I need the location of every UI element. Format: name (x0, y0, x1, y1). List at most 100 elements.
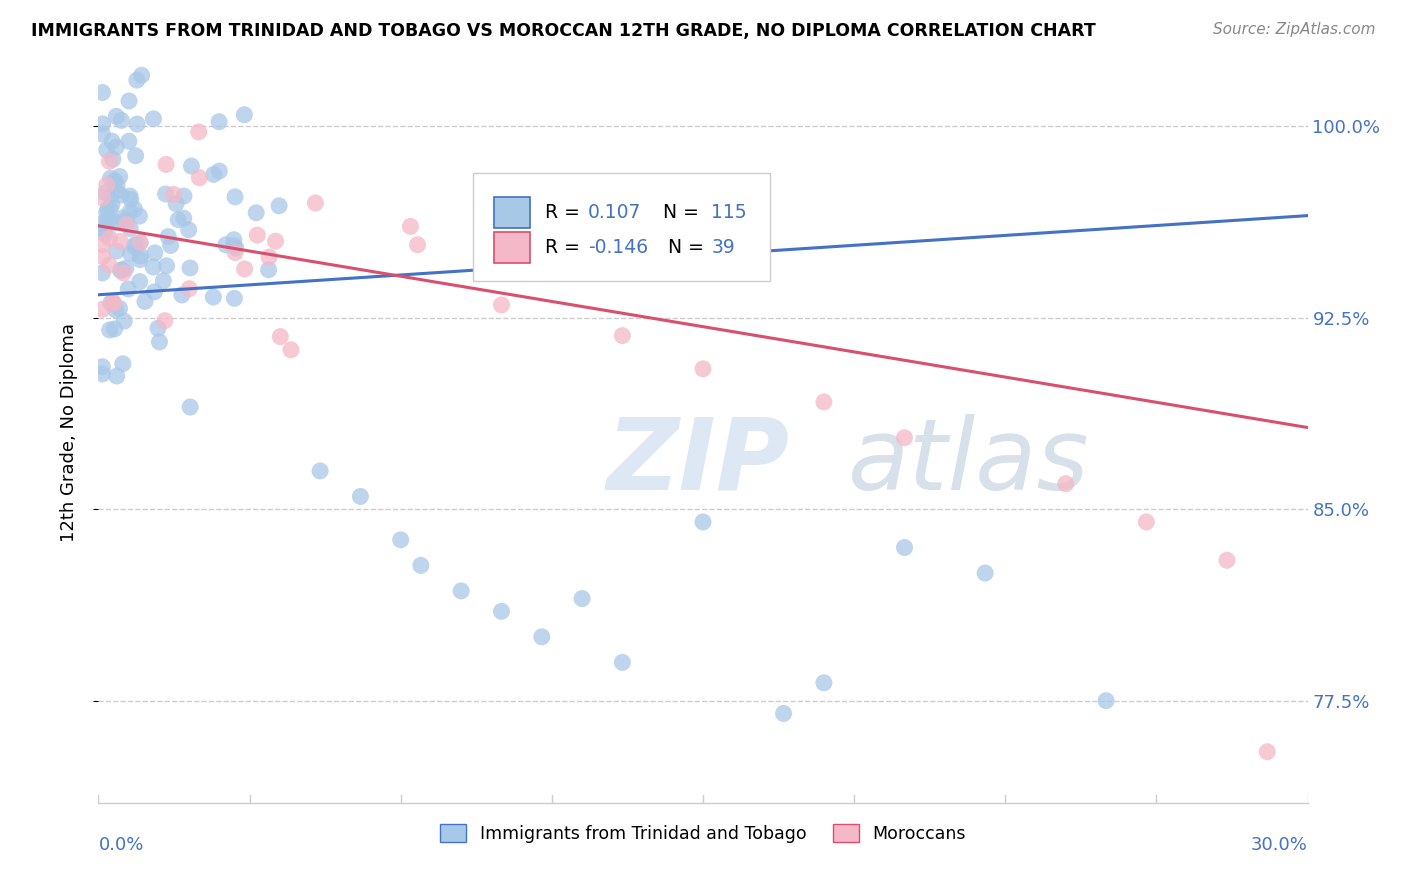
Point (155, 259, 177, 273)
FancyBboxPatch shape (474, 173, 769, 281)
Point (100, 189, 122, 203)
Point (108, 235, 131, 249)
Point (105, 178, 128, 193)
Point (112, 314, 135, 328)
Point (188, 170, 211, 185)
Point (104, 173, 127, 187)
Point (269, 199, 291, 213)
Point (893, 541, 915, 555)
Point (101, 134, 124, 148)
Point (224, 190, 246, 204)
Point (105, 140, 128, 154)
Text: N =: N = (668, 238, 710, 257)
Point (233, 108, 256, 122)
Point (813, 395, 835, 409)
Point (105, 109, 128, 123)
Text: IMMIGRANTS FROM TRINIDAD AND TOBAGO VS MOROCCAN 12TH GRADE, NO DIPLOMA CORRELATI: IMMIGRANTS FROM TRINIDAD AND TOBAGO VS M… (31, 22, 1095, 40)
Y-axis label: 12th Grade, No Diploma: 12th Grade, No Diploma (59, 323, 77, 542)
Point (105, 244, 128, 258)
Point (112, 214, 135, 228)
Point (115, 218, 138, 232)
Point (110, 263, 132, 277)
Point (103, 322, 125, 336)
Point (491, 298, 513, 312)
Point (893, 431, 915, 445)
Point (167, 212, 190, 227)
Point (91, 237, 114, 252)
Point (233, 262, 256, 277)
Point (406, 237, 429, 252)
Point (1135, 515, 1157, 529)
Point (245, 206, 267, 220)
Point (450, 583, 472, 598)
Point (96, 205, 118, 219)
Point (280, 343, 302, 357)
Legend: Immigrants from Trinidad and Tobago, Moroccans: Immigrants from Trinidad and Tobago, Mor… (433, 817, 973, 850)
Point (91, 86, 114, 100)
Point (105, 216, 128, 230)
Point (128, 209, 150, 223)
Point (571, 591, 593, 606)
Point (94, 186, 117, 200)
Point (103, 296, 125, 310)
Point (179, 282, 201, 296)
Text: 115: 115 (711, 203, 747, 222)
Point (202, 290, 225, 304)
Text: 30.0%: 30.0% (1251, 836, 1308, 855)
Point (399, 219, 422, 234)
Text: ZIP: ZIP (606, 414, 789, 511)
Point (142, 112, 165, 126)
Point (91, 359, 114, 374)
Point (152, 274, 174, 288)
Point (110, 113, 132, 128)
Point (105, 369, 128, 384)
Point (118, 189, 141, 203)
Point (111, 263, 134, 277)
Point (179, 400, 201, 414)
Text: R =: R = (544, 203, 585, 222)
Point (91, 266, 114, 280)
Point (187, 125, 209, 139)
Point (134, 294, 156, 309)
Point (692, 361, 714, 376)
Point (96, 143, 118, 157)
Point (98, 201, 121, 215)
Point (104, 185, 127, 199)
Point (112, 266, 135, 280)
Point (389, 533, 412, 547)
Point (122, 240, 145, 254)
Point (491, 604, 513, 618)
Point (127, 117, 149, 131)
Point (304, 196, 326, 211)
Point (101, 294, 124, 309)
Point (257, 262, 280, 277)
Point (246, 228, 269, 243)
Point (813, 675, 835, 690)
Point (128, 275, 150, 289)
Point (120, 221, 142, 235)
Point (129, 249, 152, 263)
Point (974, 566, 997, 580)
Point (1216, 553, 1239, 567)
Point (142, 260, 165, 274)
Text: atlas: atlas (848, 414, 1090, 511)
Point (129, 252, 152, 267)
Point (120, 246, 142, 260)
Text: 0.0%: 0.0% (98, 836, 143, 855)
Point (129, 235, 152, 250)
Point (612, 328, 634, 343)
Bar (494, 232, 530, 263)
Point (163, 187, 186, 202)
Point (180, 159, 202, 173)
Point (98, 231, 121, 245)
Point (153, 314, 176, 328)
Point (157, 229, 180, 244)
Point (118, 94, 141, 108)
Point (173, 211, 195, 226)
Point (131, 68, 153, 82)
Point (148, 334, 170, 349)
Point (530, 630, 553, 644)
Point (91, 302, 114, 317)
Point (269, 329, 291, 343)
Point (143, 246, 166, 260)
